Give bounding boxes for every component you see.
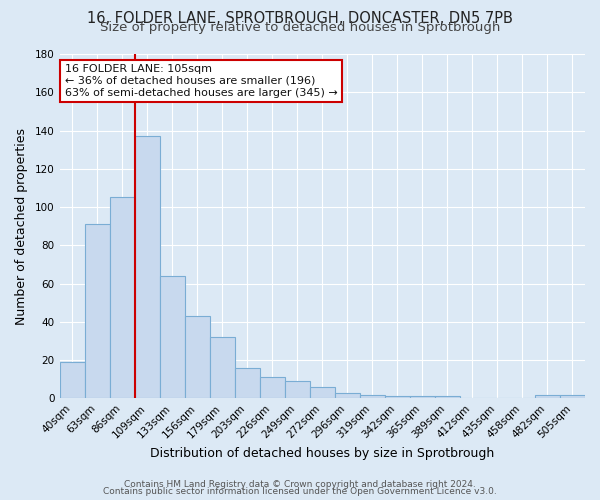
Bar <box>385 396 410 398</box>
Bar <box>59 362 85 399</box>
Text: Contains public sector information licensed under the Open Government Licence v3: Contains public sector information licen… <box>103 487 497 496</box>
Bar <box>310 387 335 398</box>
Text: 16, FOLDER LANE, SPROTBROUGH, DONCASTER, DN5 7PB: 16, FOLDER LANE, SPROTBROUGH, DONCASTER,… <box>87 11 513 26</box>
Text: Contains HM Land Registry data © Crown copyright and database right 2024.: Contains HM Land Registry data © Crown c… <box>124 480 476 489</box>
Bar <box>260 378 285 398</box>
Text: 16 FOLDER LANE: 105sqm
← 36% of detached houses are smaller (196)
63% of semi-de: 16 FOLDER LANE: 105sqm ← 36% of detached… <box>65 64 338 98</box>
Bar <box>535 394 560 398</box>
Bar <box>335 392 360 398</box>
Bar <box>560 394 585 398</box>
Bar <box>134 136 160 398</box>
Bar <box>360 394 385 398</box>
Bar <box>235 368 260 398</box>
Bar <box>110 198 134 398</box>
Bar <box>435 396 460 398</box>
Bar <box>410 396 435 398</box>
Bar <box>285 381 310 398</box>
Bar <box>209 337 235 398</box>
Bar <box>85 224 110 398</box>
Bar <box>160 276 185 398</box>
X-axis label: Distribution of detached houses by size in Sprotbrough: Distribution of detached houses by size … <box>150 447 494 460</box>
Y-axis label: Number of detached properties: Number of detached properties <box>15 128 28 324</box>
Bar <box>185 316 209 398</box>
Text: Size of property relative to detached houses in Sprotbrough: Size of property relative to detached ho… <box>100 21 500 34</box>
